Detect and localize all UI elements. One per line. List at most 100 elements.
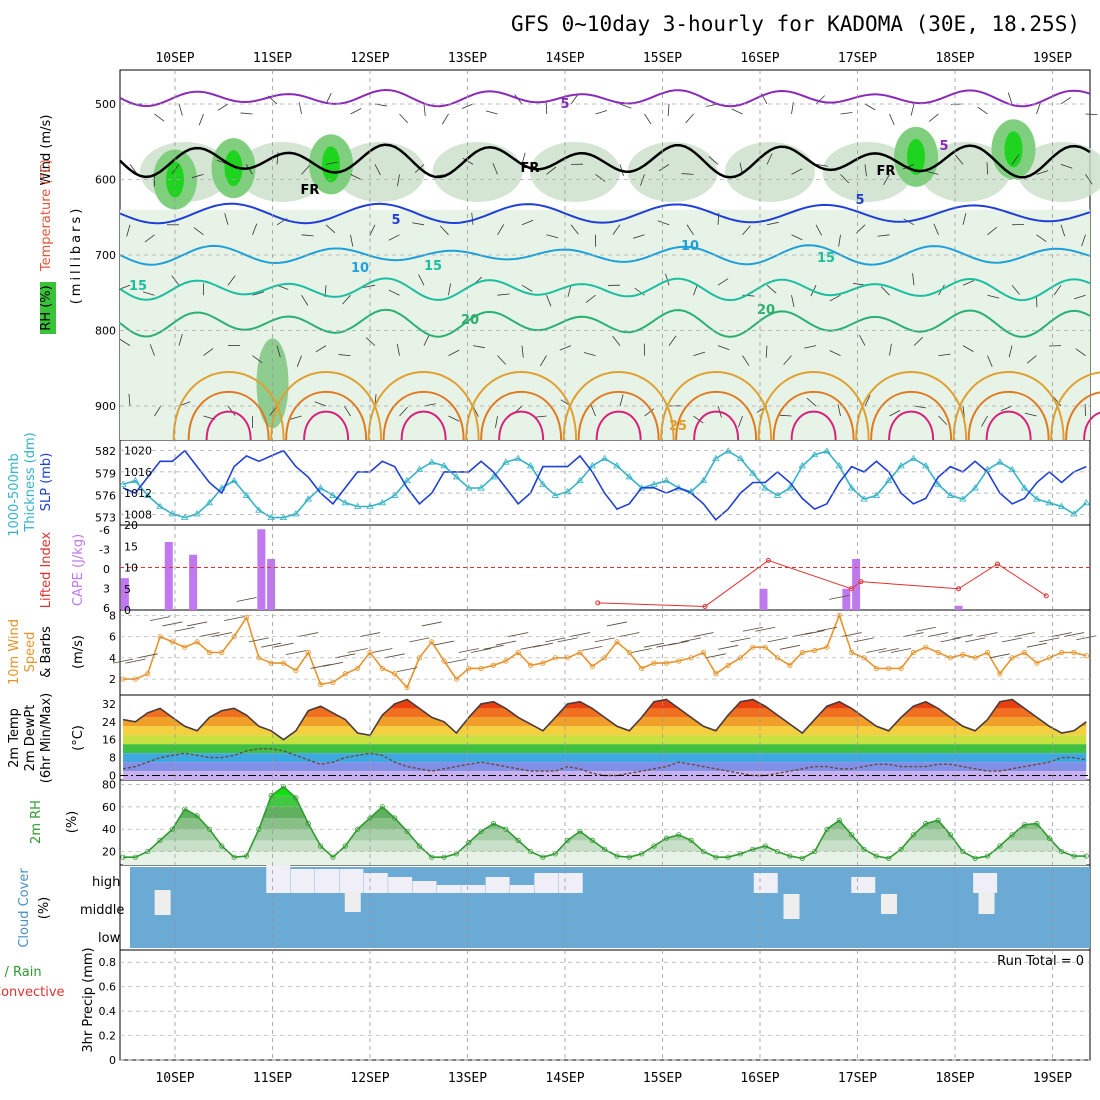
surface-warm-contour — [562, 371, 675, 441]
upper-wind-barb — [859, 334, 866, 346]
surface-wind-barb — [1076, 635, 1097, 641]
precip-tick: 0.8 — [99, 956, 117, 969]
surface-wind-barb — [594, 637, 615, 643]
upper-wind-barb — [191, 174, 204, 179]
cape-tick: 20 — [124, 519, 138, 532]
bottom-day-label: 15SEP — [643, 1071, 682, 1086]
surface-wind-barb — [495, 640, 516, 646]
rh-line-point — [342, 843, 348, 849]
cape-tick: 0 — [124, 604, 131, 617]
upper-wind-barb — [1007, 92, 1013, 105]
surface-wind-barb — [829, 594, 850, 600]
rh-line-point — [416, 843, 422, 849]
high-cloud-bar — [388, 877, 413, 893]
surface-wind-barb — [1051, 632, 1072, 637]
cape-bar — [267, 559, 276, 610]
high-cloud-bar — [534, 873, 559, 893]
cape-bar — [852, 559, 861, 610]
surface-warm-contour — [400, 410, 447, 441]
surface-warm-contour — [285, 391, 368, 441]
thickness-line-point — [761, 484, 769, 491]
precip-tick: 0 — [109, 1054, 116, 1067]
surface-wind-barb — [137, 653, 158, 659]
rh-line-point — [984, 853, 991, 859]
li-tick: 3 — [103, 583, 110, 596]
thickness-line-point — [600, 454, 609, 461]
rh-line-point — [602, 846, 608, 852]
upper-wind-barb — [962, 280, 975, 286]
wind-speed-line — [123, 612, 1087, 690]
surface-wind-barb — [619, 632, 640, 637]
upper-wind-barb — [955, 154, 964, 165]
thickness-line-point — [613, 462, 621, 469]
thickness-line-point — [773, 491, 782, 498]
rh-line-point — [713, 854, 719, 860]
upper-wind-barb — [791, 234, 803, 241]
upper-wind-barb — [492, 163, 498, 175]
upper-wind-barb — [1026, 355, 1037, 364]
surface-wind-barb — [557, 637, 578, 643]
temp-contour-10 — [119, 244, 1091, 266]
upper-wind-barb — [1008, 345, 1013, 358]
thickness-line-point — [440, 462, 448, 469]
surface-wind-barb — [755, 626, 776, 632]
upper-wind-barb — [227, 275, 236, 286]
rh-shade-cell — [920, 141, 1010, 202]
upper-wind-barb — [441, 113, 449, 125]
surface-warm-contour — [1050, 371, 1100, 441]
upper-wind-barb — [325, 224, 336, 234]
rh-line-point — [429, 854, 435, 860]
upper-wind-barb — [154, 113, 165, 122]
rh-line-point — [1009, 832, 1015, 838]
temp-tick: 0 — [109, 770, 116, 783]
thickness-line-point — [353, 502, 362, 509]
upper-wind-barb — [1060, 96, 1072, 105]
upper-wind-barb — [227, 405, 236, 416]
upper-wind-barb — [981, 415, 988, 427]
thickness-line-point — [835, 462, 844, 469]
wind-speed-line-point — [886, 665, 892, 672]
rh-line-point — [799, 855, 805, 861]
upper-wind-barb — [590, 404, 596, 417]
rh-line-point — [910, 832, 917, 838]
surface-wind-barb — [224, 616, 245, 622]
upper-wind-barb — [119, 338, 131, 346]
cape-bar — [759, 588, 768, 610]
surface-wind-barb — [903, 632, 924, 637]
surface-wind-barb — [668, 640, 689, 646]
upper-wind-barb — [612, 335, 621, 346]
rh-line-point — [947, 832, 954, 838]
upper-wind-barb — [570, 94, 579, 105]
thickness-line-point — [255, 506, 263, 513]
thickness-line-point — [847, 484, 856, 491]
upper-wind-barb — [829, 294, 841, 302]
thickness-line-point — [242, 491, 251, 498]
temp-contour-15 — [119, 277, 1091, 302]
li-point — [848, 586, 854, 592]
upper-wind-barb — [738, 415, 743, 428]
rh-line-point — [219, 843, 225, 849]
upper-wind-barb — [632, 234, 645, 239]
upper-wind-barb — [396, 343, 400, 356]
surface-warm-contour — [855, 371, 968, 441]
upper-wind-barb — [766, 221, 779, 226]
thickness-line-point — [156, 502, 164, 509]
wind-speed-line-point — [1071, 649, 1077, 656]
upper-wind-barb — [595, 110, 608, 115]
surface-warm-contour — [888, 410, 935, 441]
wind-speed-line-point — [478, 665, 484, 672]
mid-cloud-bar — [881, 894, 897, 914]
rh-shade-cell — [335, 141, 425, 202]
surface-wind-barb — [458, 648, 479, 653]
thickness-line-point — [539, 480, 547, 487]
wind-label-c: & Barbs — [39, 626, 54, 678]
rh-tick: 40 — [102, 823, 116, 836]
thickness-line-point — [168, 510, 177, 517]
upper-wind-barb — [497, 355, 506, 365]
upper-wind-barb — [708, 156, 719, 165]
thickness-line-point — [131, 476, 140, 484]
wind-speed-line-point — [219, 649, 225, 656]
top-day-label: 14SEP — [545, 51, 584, 66]
slp-panel — [119, 439, 1091, 526]
upper-wind-barb — [837, 404, 841, 417]
